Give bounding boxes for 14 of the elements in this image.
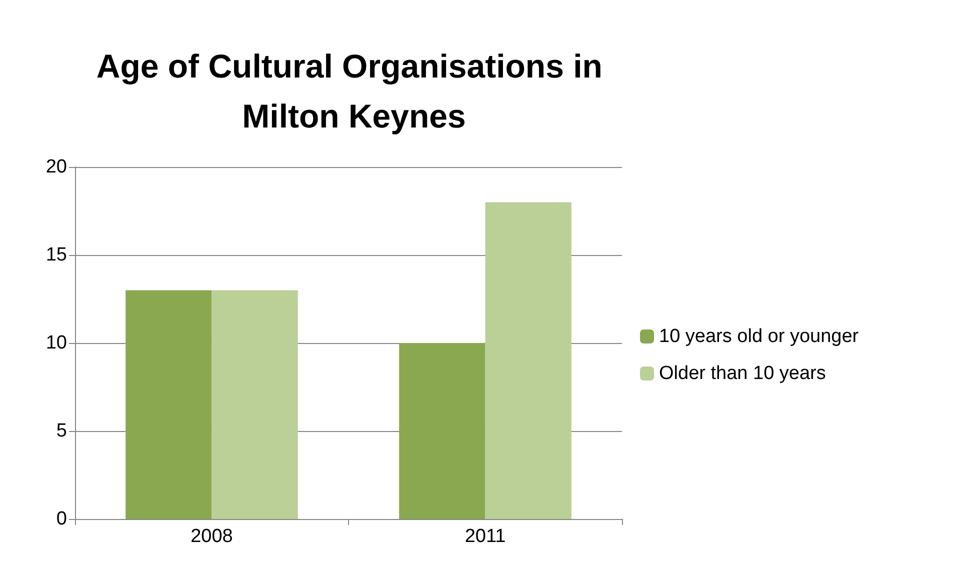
bar (399, 343, 486, 519)
bar (126, 290, 212, 519)
y-tick-label: 15 (46, 244, 67, 266)
chart-title: Age of Cultural Organisations in Milton Keynes (96, 48, 612, 134)
x-tick-label: 2008 (190, 526, 233, 547)
y-tick-label: 20 (46, 156, 67, 178)
y-tick-label: 0 (56, 508, 67, 530)
bar (212, 290, 298, 519)
y-tick-label: 5 (56, 420, 67, 442)
legend-label: 10 years old or younger (659, 326, 860, 347)
bar (485, 202, 572, 519)
legend-label: Older than 10 years (659, 363, 826, 384)
y-tick-label: 10 (46, 332, 67, 354)
x-tick-label: 2011 (464, 526, 506, 547)
